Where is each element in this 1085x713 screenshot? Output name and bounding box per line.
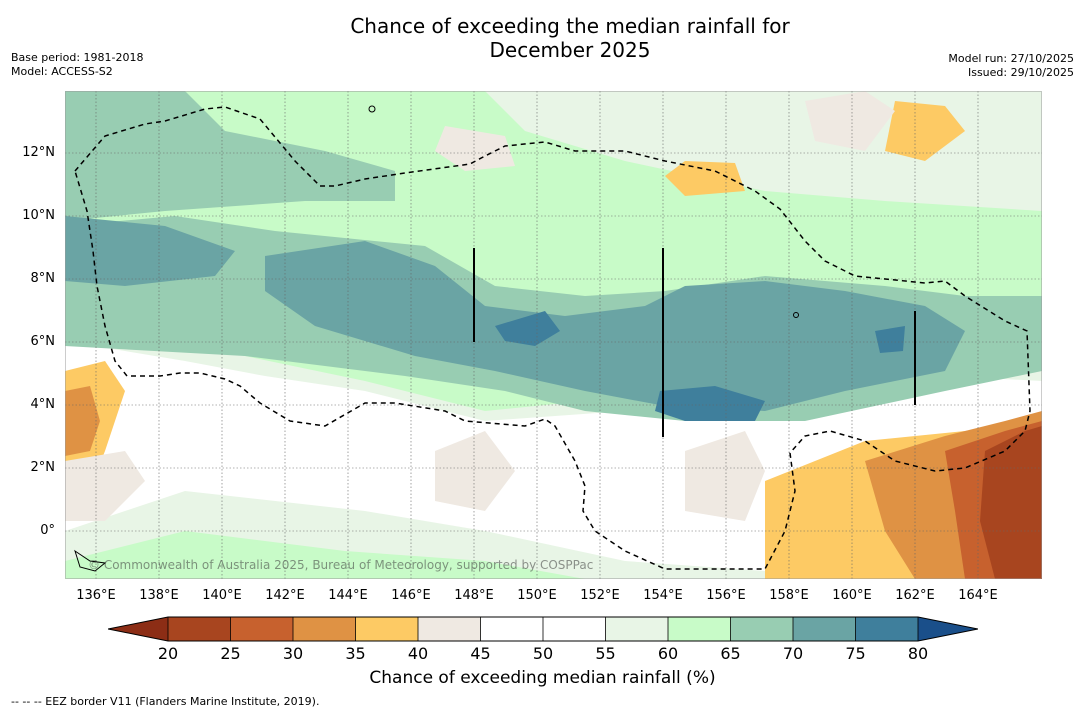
colorbar-tick-45: 45: [470, 644, 491, 663]
colorbar-tick-60: 60: [657, 644, 679, 663]
lon-label-150e: 150°E: [517, 588, 557, 603]
grid-lines: [65, 91, 1042, 579]
colorbar-tick-35: 35: [345, 644, 366, 663]
colorbar-35-40: [355, 617, 418, 641]
colorbar-45-50: [480, 617, 543, 641]
chart-title: Chance of exceeding the median rainfall …: [0, 14, 1085, 62]
region-20-25: [980, 426, 1042, 579]
colorbar-25-30: [230, 617, 293, 641]
lat-label-10n: 10°N: [22, 208, 55, 223]
copyright-notice: © Commonwealth of Australia 2025, Bureau…: [88, 558, 594, 572]
lon-label-138e: 138°E: [139, 588, 179, 603]
colorbar-dividers: [167, 617, 919, 641]
colorbar-70-75: [793, 617, 856, 641]
issued-date: Issued: 29/10/2025: [967, 66, 1074, 79]
colorbar-20-25: [168, 617, 231, 641]
colorbar-label: Chance of exceeding median rainfall (%): [369, 668, 716, 688]
lat-label-12n: 12°N: [22, 145, 55, 160]
colorbar: [107, 616, 979, 642]
colorbar-60-65: [668, 617, 731, 641]
title-line-1: Chance of exceeding the median rainfall …: [350, 14, 790, 38]
region-40-45: [65, 91, 895, 521]
colorbar-lt20: [108, 617, 168, 641]
colorbar-65-70: [730, 617, 793, 641]
lat-label-0: 0°: [40, 523, 55, 538]
lon-label-146e: 146°E: [391, 588, 431, 603]
lat-label-6n: 6°N: [30, 334, 56, 349]
rainfall-map: [65, 91, 1042, 579]
lon-label-160e: 160°E: [832, 588, 872, 603]
colorbar-tick-70: 70: [782, 644, 804, 663]
lon-label-142e: 142°E: [265, 588, 305, 603]
colorbar-75-80: [855, 617, 918, 641]
colorbar-tick-20: 20: [157, 644, 179, 663]
lon-label-144e: 144°E: [328, 588, 368, 603]
lat-label-4n: 4°N: [30, 397, 56, 412]
lat-label-8n: 8°N: [30, 271, 56, 286]
lon-label-154e: 154°E: [643, 588, 683, 603]
colorbar-tick-55: 55: [595, 644, 616, 663]
colorbar-40-45: [418, 617, 481, 641]
colorbar-50-55: [543, 617, 606, 641]
colorbar-tick-80: 80: [907, 644, 929, 663]
region-70-75: [65, 216, 965, 411]
lon-label-152e: 152°E: [580, 588, 620, 603]
map-frame: [65, 91, 1042, 579]
colorbar-tick-75: 75: [845, 644, 866, 663]
colorbar-tick-50: 50: [532, 644, 554, 663]
colorbar-svg: [107, 616, 979, 642]
colorbar-55-60: [605, 617, 668, 641]
lon-label-156e: 156°E: [706, 588, 746, 603]
colorbar-tick-30: 30: [282, 644, 304, 663]
meta-left: Base period: 1981-2018 Model: ACCESS-S2: [11, 51, 143, 79]
islands: [74, 105, 799, 572]
lon-label-158e: 158°E: [769, 588, 809, 603]
model-name: Model: ACCESS-S2: [11, 65, 113, 78]
model-run: Model run: 27/10/2025: [948, 52, 1074, 65]
map-svg: [65, 91, 1042, 579]
lon-label-136e: 136°E: [76, 588, 116, 603]
region-75-80: [495, 311, 905, 421]
lon-label-140e: 140°E: [202, 588, 242, 603]
eez-border: [74, 106, 1031, 570]
colorbar-30-35: [293, 617, 356, 641]
colorbar-tick-65: 65: [720, 644, 741, 663]
colorbar-gt80: [918, 617, 978, 641]
colorbar-tick-40: 40: [407, 644, 429, 663]
base-period: Base period: 1981-2018: [11, 51, 144, 64]
section-lines: [473, 248, 916, 437]
meta-right: Model run: 27/10/2025 Issued: 29/10/2025: [948, 52, 1074, 80]
title-line-2: December 2025: [489, 38, 651, 62]
eez-footnote: -- -- -- EEZ border V11 (Flanders Marine…: [11, 695, 320, 708]
lon-label-162e: 162°E: [895, 588, 935, 603]
colorbar-tick-25: 25: [220, 644, 241, 663]
lon-label-148e: 148°E: [454, 588, 494, 603]
lon-label-164e: 164°E: [958, 588, 998, 603]
lat-label-2n: 2°N: [30, 460, 56, 475]
